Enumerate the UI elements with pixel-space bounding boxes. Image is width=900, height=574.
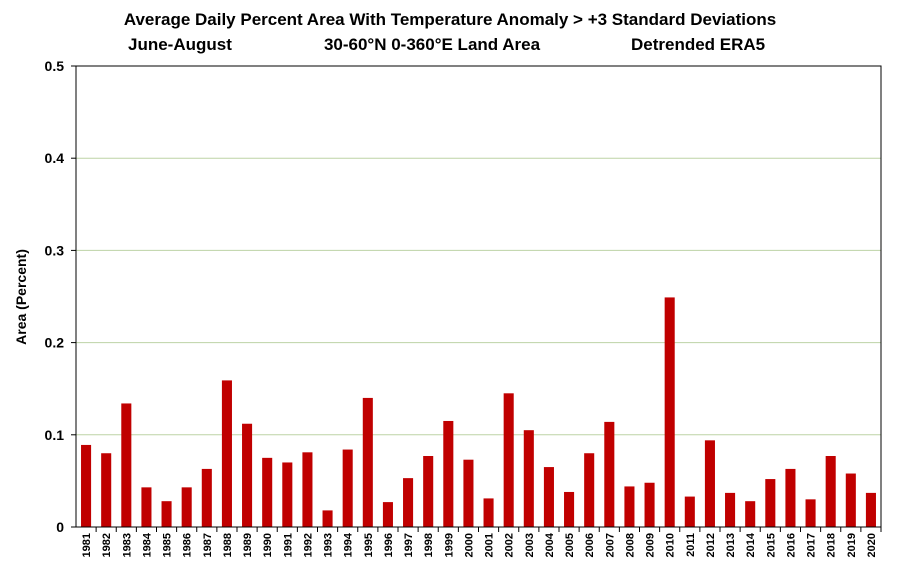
y-axis-ticks: 0 0.1 0.2 0.3 0.4 0.5 xyxy=(45,58,76,535)
x-tick-label: 1987 xyxy=(202,533,214,557)
x-tick-label: 2009 xyxy=(645,533,657,557)
bar-2006 xyxy=(584,453,595,527)
bar-1986 xyxy=(181,487,192,527)
x-tick-label: 2005 xyxy=(564,533,576,557)
bar-1992 xyxy=(302,452,313,527)
bar-2012 xyxy=(704,440,715,527)
x-tick-label: 1995 xyxy=(363,533,375,557)
y-tick-label: 0.1 xyxy=(45,427,65,443)
bar-2015 xyxy=(765,479,776,527)
y-tick-label: 0.5 xyxy=(45,58,65,74)
x-tick-label: 2017 xyxy=(806,533,818,557)
x-tick-label: 2020 xyxy=(866,533,878,557)
x-tick-label: 2006 xyxy=(584,533,596,557)
x-tick-label: 1997 xyxy=(403,533,415,557)
chart-title: Average Daily Percent Area With Temperat… xyxy=(124,10,776,29)
bar-1995 xyxy=(362,397,373,527)
x-tick-label: 1989 xyxy=(242,533,254,557)
bar-1985 xyxy=(161,501,172,527)
bar-2004 xyxy=(543,467,554,527)
x-tick-label: 1988 xyxy=(222,533,234,557)
x-tick-label: 2000 xyxy=(463,533,475,557)
x-tick-label: 2012 xyxy=(705,533,717,557)
x-tick-label: 2014 xyxy=(745,532,757,557)
x-tick-label: 1984 xyxy=(141,532,153,557)
y-tick-label: 0.4 xyxy=(45,150,65,166)
x-tick-label: 2002 xyxy=(504,533,516,557)
bar-1993 xyxy=(322,510,333,527)
x-tick-label: 2018 xyxy=(826,533,838,557)
bar-1989 xyxy=(242,423,253,527)
bar-1997 xyxy=(403,478,414,527)
bar-2016 xyxy=(785,468,796,527)
x-tick-label: 1985 xyxy=(162,533,174,557)
bar-1994 xyxy=(342,449,353,527)
bar-1990 xyxy=(262,457,273,527)
bar-1998 xyxy=(423,456,434,527)
bar-2019 xyxy=(845,473,856,527)
bar-2013 xyxy=(725,492,736,527)
bar-1983 xyxy=(121,403,132,527)
x-tick-label: 2013 xyxy=(725,533,737,557)
bar-1988 xyxy=(221,380,232,527)
bar-2017 xyxy=(805,499,816,527)
bar-1999 xyxy=(443,420,454,527)
x-tick-label: 2011 xyxy=(685,533,697,557)
x-tick-label: 1992 xyxy=(302,533,314,557)
y-tick-label: 0.2 xyxy=(45,335,65,351)
chart-subtitle-left: June-August xyxy=(128,35,232,54)
x-tick-label: 2016 xyxy=(785,533,797,557)
bar-2010 xyxy=(664,297,675,527)
x-axis-labels: 1981 1982 1983 1984 1985 1986 1987 1988 1989 1990… xyxy=(81,527,882,557)
bar-2011 xyxy=(684,496,695,527)
y-tick-label: 0.3 xyxy=(45,242,65,258)
bar-2008 xyxy=(624,486,635,527)
bar-1984 xyxy=(141,487,152,527)
bar-2014 xyxy=(745,501,756,527)
x-tick-label: 2015 xyxy=(765,533,777,557)
x-tick-label: 2001 xyxy=(484,533,496,557)
bar-2001 xyxy=(483,498,494,527)
x-tick-label: 1981 xyxy=(81,533,93,557)
y-axis-label: Area (Percent) xyxy=(13,249,29,345)
x-tick-label: 1999 xyxy=(443,533,455,557)
bar-1982 xyxy=(101,453,112,527)
x-tick-label: 2019 xyxy=(846,533,858,557)
bar-2000 xyxy=(463,459,474,527)
x-tick-label: 2008 xyxy=(624,533,636,557)
bar-1991 xyxy=(282,462,293,527)
chart-subtitle-center: 30-60°N 0-360°E Land Area xyxy=(324,35,541,54)
bar-2018 xyxy=(825,456,836,527)
bars xyxy=(81,297,876,527)
x-tick-label: 1993 xyxy=(323,533,335,557)
bar-1987 xyxy=(201,468,212,527)
plot-area-frame xyxy=(75,65,882,528)
bar-2002 xyxy=(503,393,514,527)
x-tick-label: 1994 xyxy=(343,532,355,557)
x-tick-label: 2007 xyxy=(604,533,616,557)
bar-2007 xyxy=(604,421,615,527)
bar-1981 xyxy=(81,444,92,527)
bar-2005 xyxy=(564,491,575,527)
x-tick-label: 1991 xyxy=(282,533,294,557)
x-tick-label: 1996 xyxy=(383,533,395,557)
bar-2009 xyxy=(644,482,655,527)
y-tick-label: 0 xyxy=(56,519,64,535)
bar-1996 xyxy=(382,502,393,527)
x-tick-label: 2003 xyxy=(524,533,536,557)
gridlines xyxy=(76,157,881,436)
x-tick-label: 1986 xyxy=(182,533,194,557)
bar-2003 xyxy=(523,430,534,527)
x-tick-label: 1990 xyxy=(262,533,274,557)
x-tick-label: 1998 xyxy=(423,533,435,557)
x-tick-label: 1982 xyxy=(101,533,113,557)
chart-subtitle-right: Detrended ERA5 xyxy=(631,35,765,54)
bar-2020 xyxy=(865,492,876,527)
x-tick-label: 1983 xyxy=(121,533,133,557)
x-tick-label: 2004 xyxy=(544,532,556,557)
x-tick-label: 2010 xyxy=(665,533,677,557)
